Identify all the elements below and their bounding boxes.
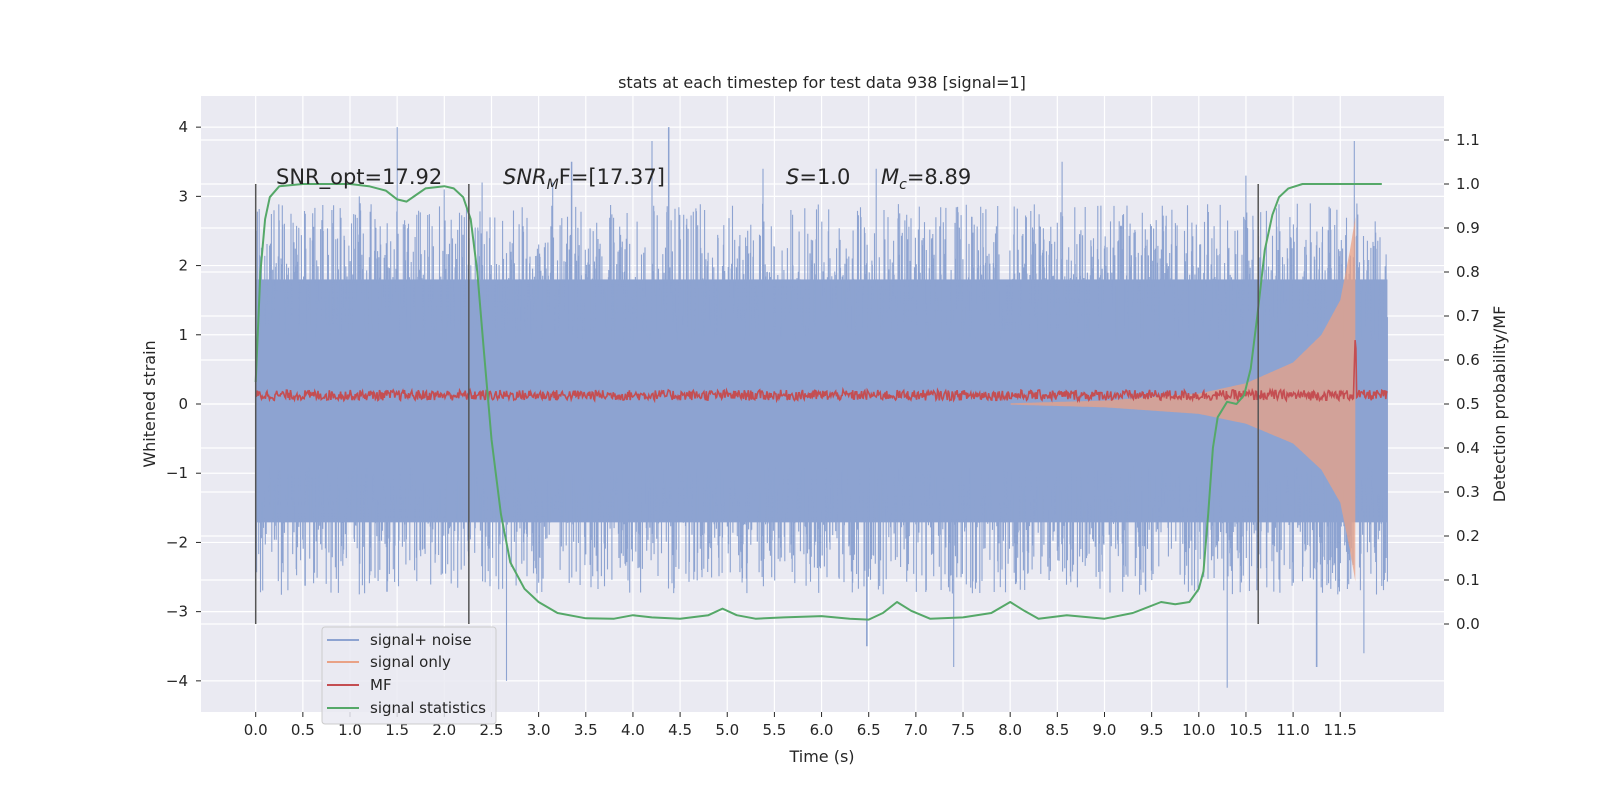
x-tick-label: 4.5 [668, 721, 692, 739]
chart-title: stats at each timestep for test data 938… [618, 73, 1026, 92]
x-tick-label: 4.0 [621, 721, 645, 739]
legend-label-signal-only: signal only [370, 653, 451, 671]
y-tick-label: −3 [166, 603, 188, 621]
legend: signal+ noise signal only MF signal stat… [321, 626, 497, 725]
annotation-snr-opt: SNR_opt=17.92 [276, 165, 442, 190]
annotations: SNR_opt=17.92 SNRMF=[17.37] S=1.0 Mc=8.8… [276, 165, 971, 193]
x-tick-label: 9.0 [1093, 721, 1117, 739]
legend-label-mf: MF [370, 676, 392, 694]
axes: 0.0 0.5 1.0 1.5 2.0 2.5 3.0 3.5 4.0 4.5 5.0 5.5 6.0 6… [166, 118, 1480, 739]
y-tick-label: −1 [166, 464, 188, 482]
x-tick-label: 6.5 [857, 721, 881, 739]
y-right-tick-label: 0.8 [1456, 263, 1480, 281]
y-right-tick-label: 1.1 [1456, 131, 1480, 149]
x-tick-label: 8.0 [998, 721, 1022, 739]
series-mf [255, 340, 1388, 404]
y-right-tick-label: 0.5 [1456, 395, 1480, 413]
x-tick-label: 9.5 [1140, 721, 1164, 739]
x-tick-label: 3.0 [527, 721, 551, 739]
y-right-tick-label: 1.0 [1456, 175, 1480, 193]
legend-box [321, 626, 497, 725]
x-tick-label: 11.0 [1276, 721, 1309, 739]
legend-label-signal-noise: signal+ noise [370, 631, 472, 649]
series-layer [254, 127, 1388, 688]
y-right-tick-label: 0.9 [1456, 219, 1480, 237]
x-tick-label: 2.5 [480, 721, 504, 739]
y-right-tick-label: 0.3 [1456, 483, 1480, 501]
y-right-tick-label: 0.2 [1456, 527, 1480, 545]
x-tick-label: 2.0 [432, 721, 456, 739]
x-tick-label: 10.0 [1182, 721, 1215, 739]
x-tick-label: 10.5 [1229, 721, 1262, 739]
legend-label-signal-statistics: signal statistics [370, 699, 486, 717]
x-tick-label: 7.5 [951, 721, 975, 739]
annotation-s: S=1.0 [786, 165, 850, 189]
x-tick-label: 3.5 [574, 721, 598, 739]
x-axis-label: Time (s) [788, 747, 854, 766]
x-tick-label: 7.0 [904, 721, 928, 739]
x-tick-label: 11.5 [1324, 721, 1357, 739]
y-right-tick-label: 0.1 [1456, 571, 1480, 589]
x-tick-label: 0.0 [244, 721, 268, 739]
x-tick-label: 1.0 [338, 721, 362, 739]
series-signal-only [1010, 217, 1356, 582]
x-tick-label: 8.5 [1045, 721, 1069, 739]
x-tick-label: 0.5 [291, 721, 315, 739]
y-tick-label: 2 [178, 257, 188, 275]
y-right-tick-label: 0.0 [1456, 615, 1480, 633]
x-tick-label: 6.0 [810, 721, 834, 739]
y-tick-label: 3 [178, 187, 188, 205]
x-tick-label: 5.5 [762, 721, 786, 739]
series-signal-statistics [254, 183, 1382, 621]
y-right-tick-label: 0.7 [1456, 307, 1480, 325]
y-tick-label: 4 [178, 118, 188, 136]
y-tick-label: −2 [166, 533, 188, 551]
x-tick-label: 5.0 [715, 721, 739, 739]
vertical-markers [254, 184, 1259, 624]
y-right-tick-label: 0.4 [1456, 439, 1480, 457]
y-tick-label: −4 [166, 672, 188, 690]
y-right-tick-label: 0.6 [1456, 351, 1480, 369]
y-axis-right-label: Detection probability/MF [1490, 306, 1509, 503]
y-axis-label: Whitened strain [140, 340, 159, 467]
annotation-mc: Mc=8.89 [881, 165, 971, 193]
annotation-snr-mf: SNRMF=[17.37] [503, 165, 665, 193]
y-tick-label: 0 [178, 395, 188, 413]
x-tick-label: 1.5 [385, 721, 409, 739]
y-tick-label: 1 [178, 326, 188, 344]
